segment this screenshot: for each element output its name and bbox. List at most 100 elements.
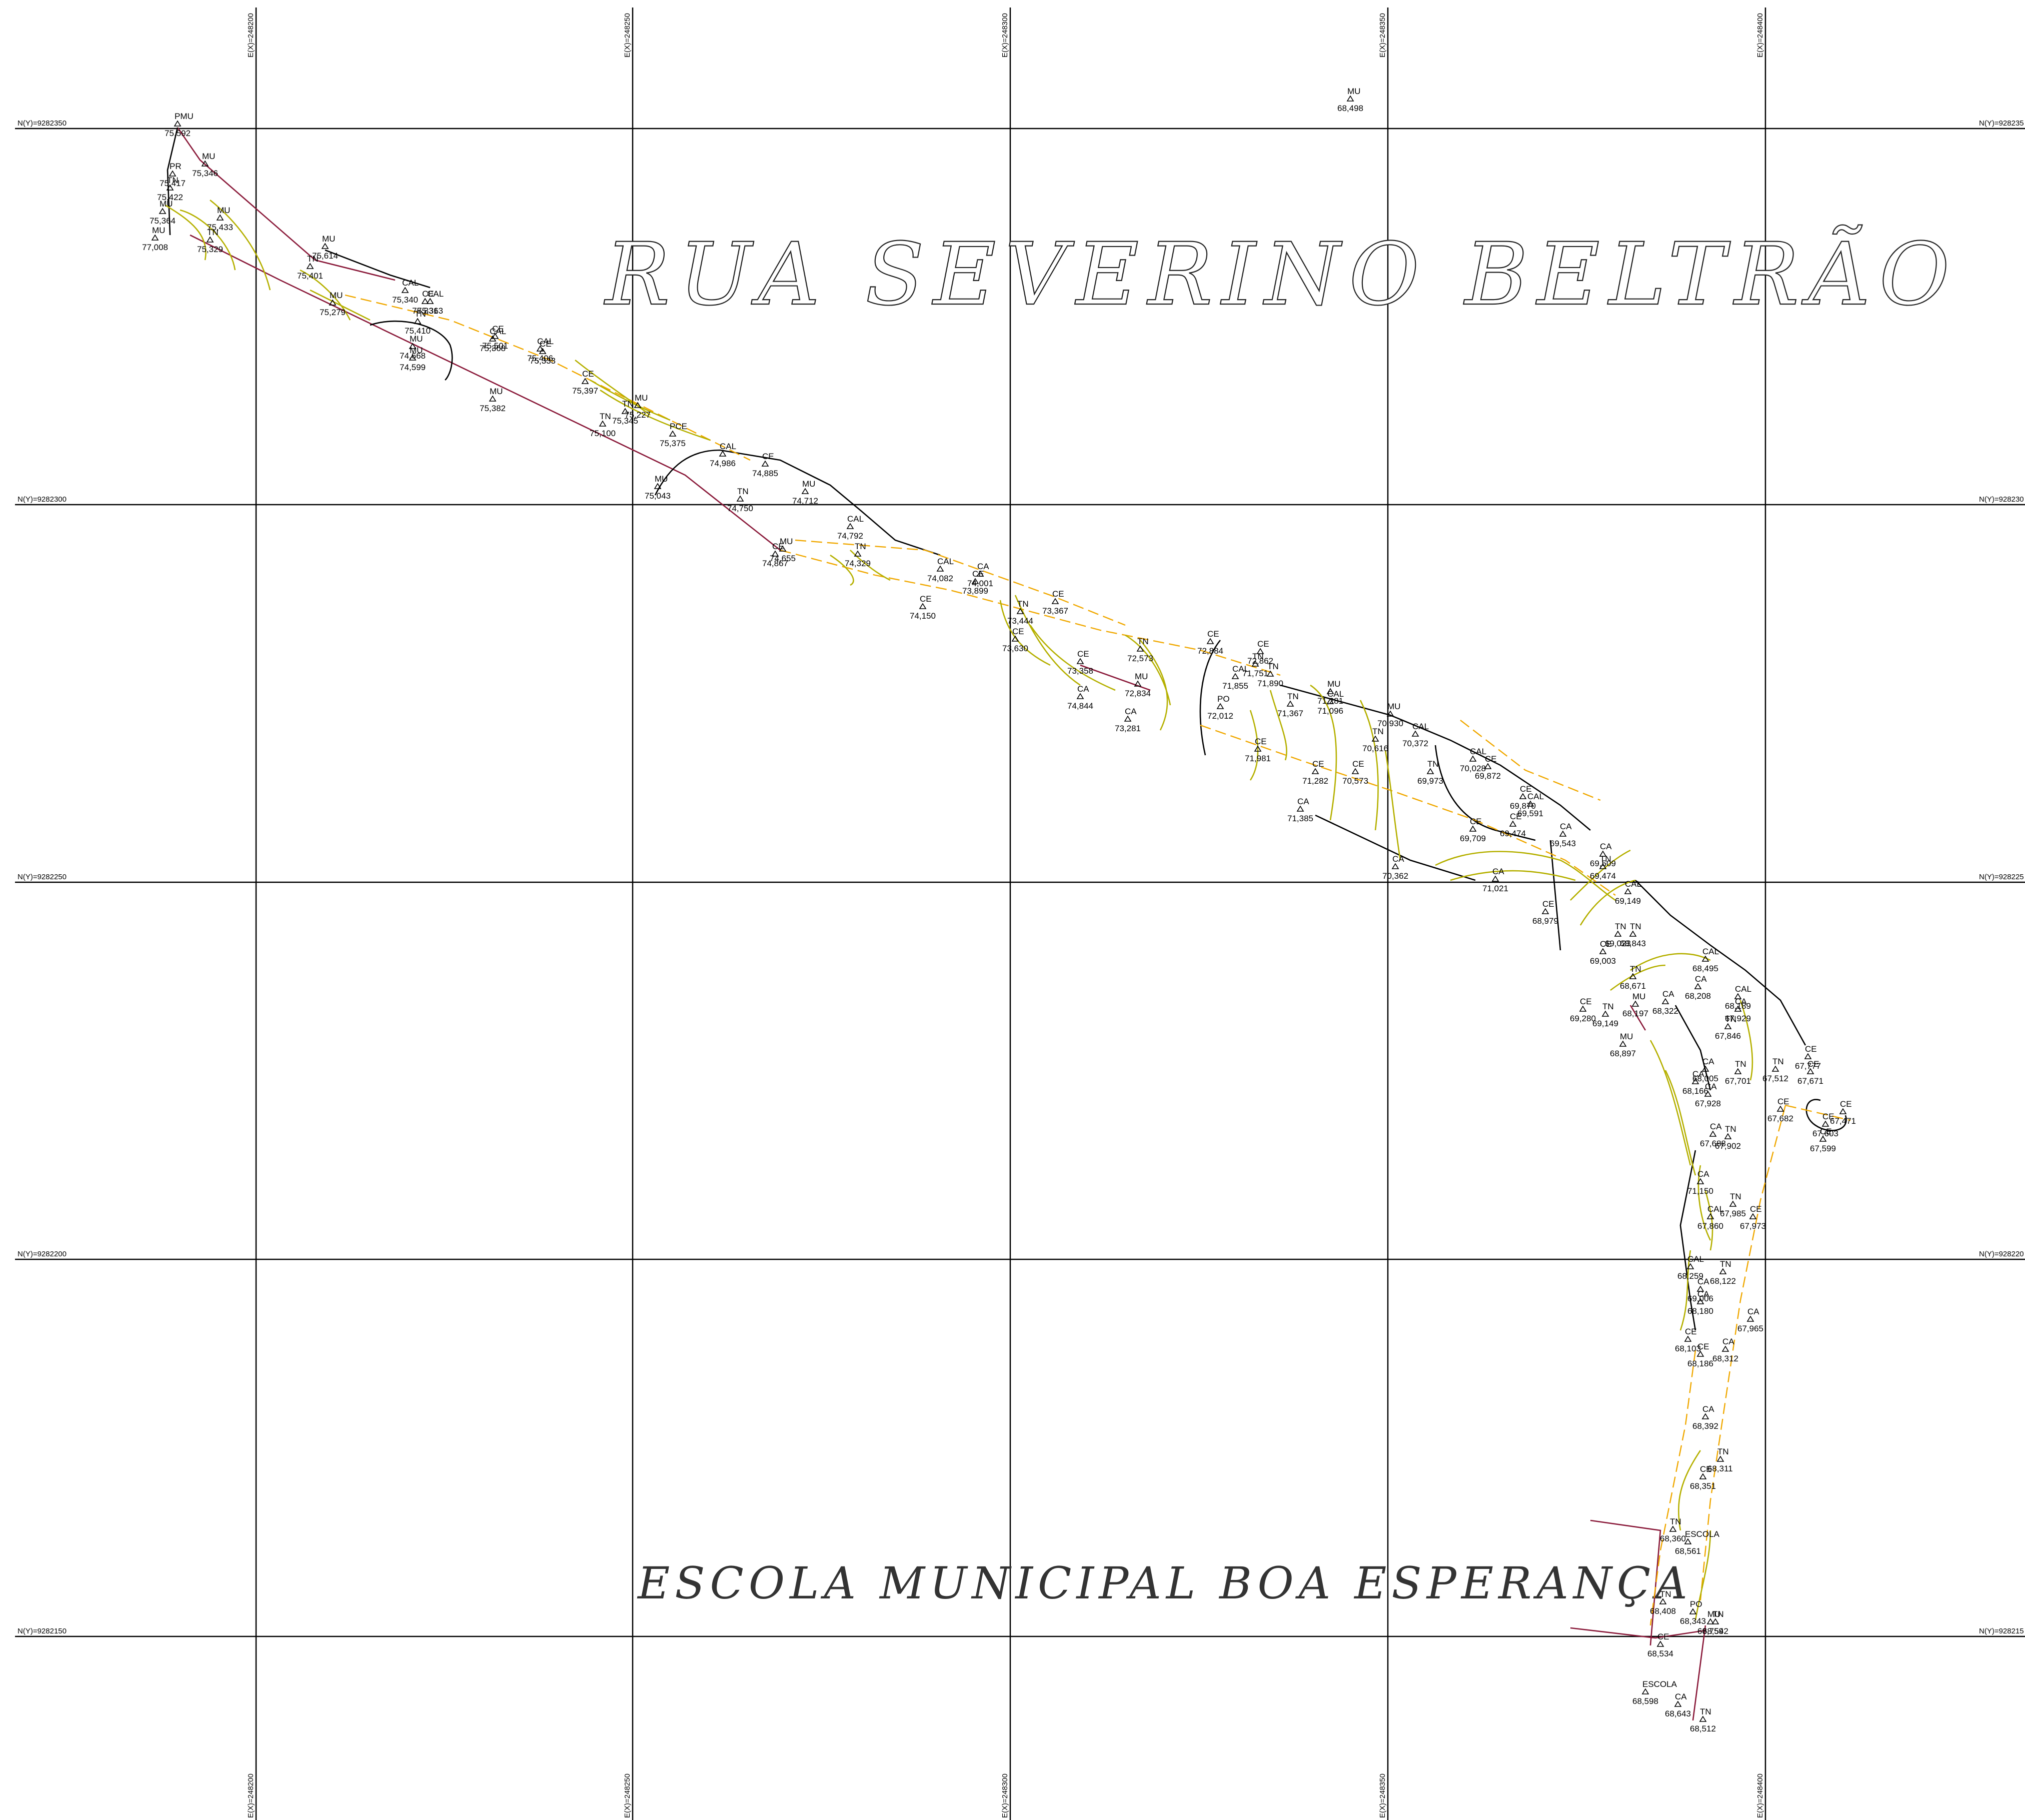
survey-point-elevation: 75,397: [572, 386, 598, 396]
survey-point-code: CAL: [937, 557, 954, 566]
survey-point: CA 67,688: [1700, 1122, 1726, 1148]
survey-point: TN 75,422: [157, 176, 183, 202]
road-edge-line: [167, 127, 179, 236]
survey-point-code: CA: [1125, 707, 1137, 716]
survey-point-elevation: 68,843: [1620, 939, 1646, 948]
survey-point-code: CE: [540, 339, 552, 349]
survey-point-code: MU: [217, 206, 230, 215]
survey-point-elevation: 75,279: [320, 308, 346, 317]
survey-point-code: CE: [1822, 1112, 1834, 1121]
survey-point-elevation: 70,616: [1362, 744, 1388, 753]
survey-point-elevation: 67,928: [1695, 1099, 1721, 1108]
survey-point-elevation: 75,382: [480, 404, 506, 413]
survey-point-code: TN: [1712, 1609, 1724, 1619]
survey-point: TN 71,890: [1257, 662, 1283, 688]
survey-point-elevation: 75,329: [197, 245, 223, 254]
survey-point-marker: [1684, 1538, 1692, 1544]
survey-point-marker: [201, 160, 209, 167]
survey-point-marker: [1711, 1618, 1719, 1624]
survey-point: PMU 75,592: [165, 112, 194, 138]
survey-point-marker: [1706, 1213, 1714, 1219]
survey-point-elevation: 68,643: [1665, 1709, 1691, 1718]
northing-label-left: N(Y)=9282250: [18, 873, 67, 881]
survey-point-marker: [1559, 830, 1567, 837]
survey-point-marker: [719, 450, 727, 457]
survey-point-marker: [1256, 648, 1264, 654]
survey-point-marker: [654, 483, 662, 489]
survey-point-marker: [1804, 1053, 1812, 1059]
survey-point-code: CE: [1542, 899, 1554, 909]
survey-point-code: CE: [762, 452, 774, 461]
easting-label-top: E(X)=248250: [623, 13, 632, 58]
survey-point: TN 69,474: [1590, 854, 1616, 881]
survey-point-code: CE: [972, 569, 984, 579]
survey-point-elevation: 77,008: [142, 243, 168, 252]
survey-point-marker: [1659, 1598, 1667, 1604]
survey-point-code: MU: [1135, 672, 1148, 681]
survey-point-elevation: 67,777: [1795, 1061, 1821, 1071]
survey-point-marker: [1484, 763, 1492, 769]
survey-point-code: CE: [1697, 1342, 1709, 1351]
survey-point: CA 74,844: [1067, 684, 1093, 711]
survey-point: CA 67,929: [1725, 997, 1751, 1023]
property-line: [177, 127, 396, 281]
curb-line: [1785, 1104, 1851, 1121]
survey-point-code: CA: [1077, 684, 1089, 694]
survey-point-code: MU: [330, 291, 343, 300]
survey-point: TN 75,410: [405, 309, 431, 336]
survey-point-code: TN: [1670, 1517, 1681, 1526]
road-edge-line: [1434, 745, 1536, 841]
survey-point-code: TN: [1630, 964, 1641, 974]
survey-point-elevation: 71,385: [1287, 814, 1313, 823]
survey-point-elevation: 73,899: [962, 586, 988, 596]
survey-point-code: CA: [1697, 1289, 1709, 1299]
survey-point-code: MU: [1632, 992, 1645, 1001]
road-edge-line: [325, 249, 431, 289]
survey-point-code: CE: [1750, 1204, 1762, 1214]
survey-point: TN 68,408: [1650, 1589, 1676, 1616]
school-name-title: ESCOLA MUNICIPAL BOA ESPERANÇA: [637, 1557, 1692, 1609]
survey-point-marker: [1491, 875, 1499, 882]
road-edge-line: [1635, 880, 1806, 1046]
survey-point-elevation: 74,792: [837, 531, 863, 541]
survey-point-code: CA: [1692, 1069, 1704, 1079]
survey-point-code: MU: [1347, 87, 1360, 96]
easting-label-bottom: E(X)=248200: [247, 1773, 255, 1818]
survey-point-elevation: 67,599: [1810, 1144, 1836, 1153]
survey-point-code: CA: [1297, 797, 1309, 806]
survey-point: CA 68,166: [1682, 1069, 1708, 1096]
survey-point-elevation: 67,965: [1737, 1324, 1763, 1333]
road-edge-lines: [167, 127, 1847, 1331]
survey-point-marker: [1296, 805, 1304, 812]
survey-point-marker: [1696, 1350, 1704, 1357]
survey-point-elevation: 71,282: [1302, 776, 1328, 786]
survey-point-elevation: 71,751: [1242, 669, 1268, 678]
survey-point-elevation: 68,259: [1677, 1271, 1703, 1281]
survey-point-code: ESCOLA: [1642, 1679, 1677, 1689]
survey-point: TN 69,149: [1592, 1002, 1618, 1028]
survey-point: MU 75,043: [645, 474, 671, 501]
survey-point: CE 69,280: [1570, 997, 1596, 1023]
survey-point-marker: [169, 170, 177, 177]
survey-point-marker: [1724, 1133, 1732, 1139]
survey-point-elevation: 72,884: [1197, 646, 1223, 656]
survey-point-code: TN: [737, 487, 749, 496]
survey-point-code: TN: [1660, 1589, 1671, 1599]
survey-point: TN 67,701: [1725, 1059, 1751, 1086]
survey-point-elevation: 67,860: [1697, 1221, 1723, 1231]
survey-point-elevation: 74,329: [845, 559, 871, 568]
property-line: [190, 234, 781, 551]
survey-point-elevation: 73,358: [1067, 666, 1093, 676]
survey-point-marker: [321, 243, 329, 249]
survey-point-code: TN: [1700, 1707, 1711, 1716]
survey-point-elevation: 69,591: [1517, 809, 1543, 818]
survey-point: CAL 70,028: [1460, 747, 1486, 773]
survey-point-code: CAL: [427, 289, 444, 299]
survey-point-elevation: 73,630: [1002, 644, 1028, 653]
survey-point-marker: [581, 378, 589, 384]
survey-point: CE 74,150: [910, 594, 936, 621]
survey-point-elevation: 68,979: [1532, 916, 1558, 926]
survey-point-elevation: 68,186: [1687, 1359, 1713, 1368]
survey-point: TN 74,329: [845, 542, 871, 568]
